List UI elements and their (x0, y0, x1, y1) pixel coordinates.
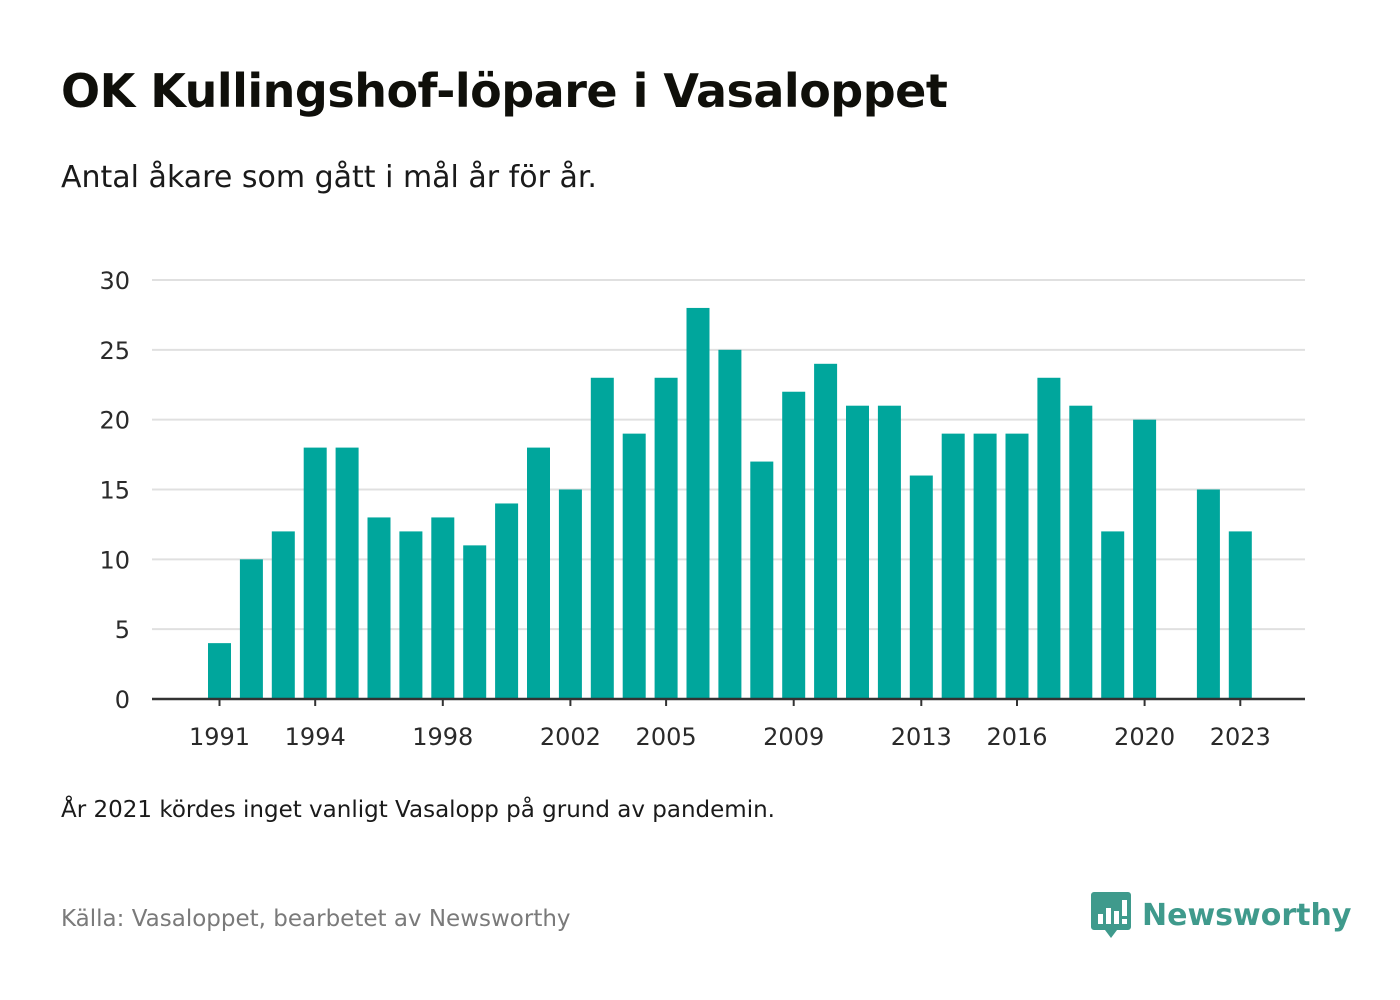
bar-2019 (1101, 531, 1125, 699)
chart-subtitle: Antal åkare som gått i mål år för år. (61, 160, 597, 195)
chart-title: OK Kullingshof-löpare i Vasaloppet (61, 64, 948, 118)
x-tick-label: 2009 (763, 723, 824, 751)
source-text: Källa: Vasaloppet, bearbetet av Newswort… (61, 906, 571, 932)
bar-2003 (590, 377, 614, 699)
bar-2012 (877, 405, 901, 699)
bar-2022 (1196, 489, 1220, 699)
bar-1999 (463, 545, 487, 699)
bar-2010 (814, 363, 838, 699)
bar-2009 (782, 391, 806, 699)
x-tick-label: 2016 (986, 723, 1047, 751)
x-tick-label: 2002 (540, 723, 601, 751)
brand-logo[interactable]: Newsworthy (1090, 890, 1351, 940)
bar-chart: 0 5 10 15 20 25 30 1991 1994 1998 2002 2005 2009 201… (99, 267, 1305, 751)
bar-2015 (973, 433, 997, 699)
bar-2017 (1037, 377, 1061, 699)
bar-1991 (208, 643, 231, 699)
bar-1996 (367, 517, 391, 699)
bar-2018 (1069, 405, 1093, 699)
y-tick-label: 10 (99, 546, 130, 574)
y-tick-labels: 0 5 10 15 20 25 30 (99, 267, 130, 714)
bar-2011 (846, 405, 869, 699)
bar-2005 (654, 377, 678, 699)
bar-2016 (1005, 433, 1029, 699)
bar-2002 (558, 489, 582, 699)
bar-2001 (527, 447, 550, 699)
x-tick-label: 2005 (636, 723, 697, 751)
bar-1995 (335, 447, 359, 699)
bar-1993 (271, 531, 295, 699)
x-tick-label: 2013 (891, 723, 952, 751)
bar-2004 (622, 433, 646, 699)
bar-2007 (718, 349, 742, 699)
x-tick-label: 2020 (1114, 723, 1175, 751)
y-tick-label: 20 (99, 407, 130, 435)
brand-name: Newsworthy (1142, 897, 1352, 933)
y-tick-label: 15 (99, 477, 130, 505)
bar-2006 (686, 307, 710, 699)
bar-2013 (909, 475, 933, 699)
bar-2014 (941, 433, 965, 699)
x-tick-label: 1991 (189, 723, 250, 751)
x-tick-label: 1998 (412, 723, 473, 751)
x-tick-label: 1994 (285, 723, 346, 751)
newsworthy-logo-icon (1091, 892, 1131, 938)
y-tick-label: 25 (99, 337, 130, 365)
bar-2023 (1228, 531, 1252, 699)
y-tick-label: 30 (99, 267, 130, 295)
bar-1998 (431, 517, 455, 699)
y-tick-label: 5 (115, 616, 130, 644)
bar-2000 (495, 503, 519, 699)
bar-2020 (1133, 419, 1157, 699)
x-tick-labels: 1991 1994 1998 2002 2005 2009 2013 2016 2020 2023 (189, 699, 1271, 751)
footnote: År 2021 kördes inget vanligt Vasalopp på… (61, 797, 775, 823)
bar-1994 (303, 447, 327, 699)
bar-1992 (239, 559, 263, 699)
y-tick-label: 0 (115, 686, 130, 714)
x-tick-label: 2023 (1210, 723, 1271, 751)
bar-2008 (750, 461, 774, 699)
bars (208, 307, 1252, 699)
bar-1997 (399, 531, 423, 699)
